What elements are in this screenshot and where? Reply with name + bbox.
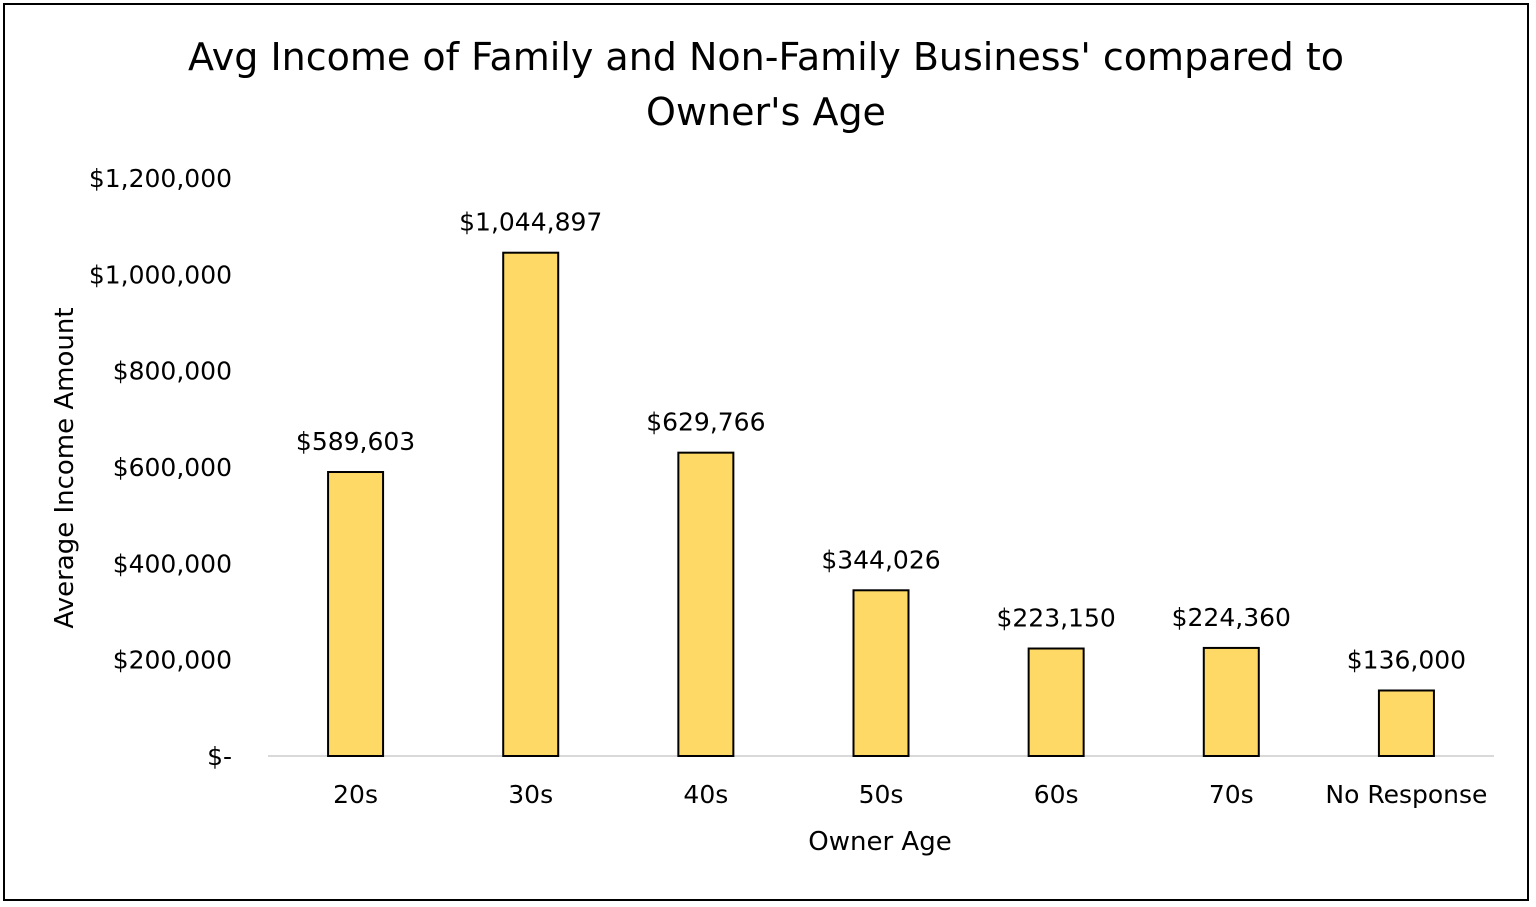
y-tick-label: $- [207, 742, 232, 771]
data-label: $589,603 [296, 427, 415, 456]
bar-20s [327, 471, 385, 757]
x-axis-label: Owner Age [808, 827, 952, 857]
y-tick-label: $1,200,000 [89, 164, 232, 193]
x-tick-label: No Response [1325, 780, 1487, 809]
x-tick-label: 70s [1209, 780, 1254, 809]
y-tick-label: $800,000 [113, 357, 232, 386]
bar-70s [1202, 646, 1260, 758]
x-tick-label: 30s [508, 780, 553, 809]
y-tick-label: $600,000 [113, 453, 232, 482]
y-tick-labels: $- $200,000 $400,000 $600,000 $800,000 $1,000… [89, 164, 232, 771]
y-tick-label: $1,000,000 [89, 260, 232, 289]
bar-60s [1027, 647, 1085, 758]
x-tick-label: 60s [1034, 780, 1079, 809]
x-tick-label: 50s [859, 780, 904, 809]
data-label: $1,044,897 [459, 208, 602, 237]
bar-30s [502, 251, 560, 757]
y-tick-label: $400,000 [113, 549, 232, 578]
data-label: $223,150 [996, 604, 1115, 633]
data-label: $224,360 [1172, 603, 1291, 632]
chart-title: Avg Income of Family and Non-Family Busi… [188, 35, 1344, 134]
data-label: $136,000 [1347, 645, 1466, 674]
y-tick-label: $200,000 [113, 646, 232, 675]
bar-50s [852, 589, 910, 757]
x-tick-label: 20s [333, 780, 378, 809]
bar-no-response [1377, 689, 1435, 758]
data-label: $629,766 [646, 408, 765, 437]
bar-40s [677, 451, 735, 757]
bars [327, 251, 1435, 758]
chart-frame [3, 3, 1529, 901]
x-tick-labels: 20s 30s 40s 50s 60s 70s No Response [333, 780, 1487, 809]
data-labels: $589,603 $1,044,897 $629,766 $344,026 $223,1… [296, 208, 1466, 675]
x-tick-label: 40s [683, 780, 728, 809]
data-label: $344,026 [821, 545, 940, 574]
